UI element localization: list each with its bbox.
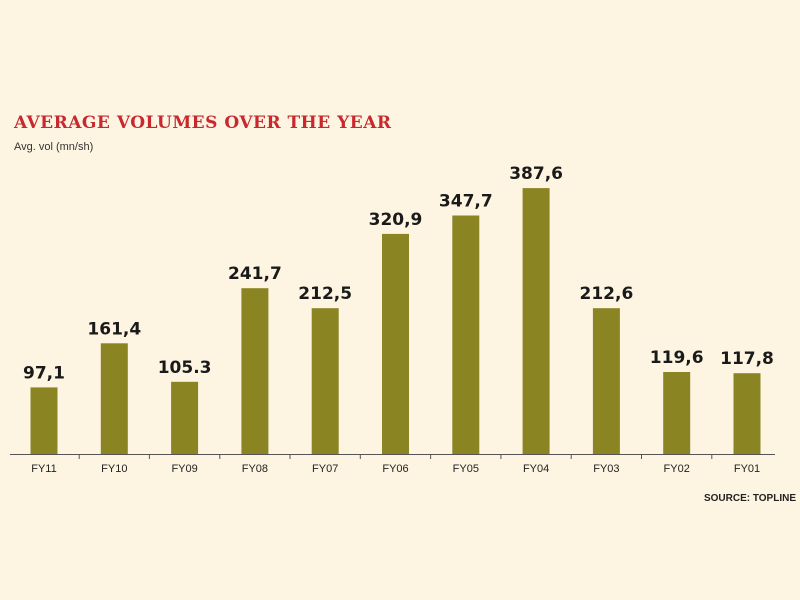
bar-fy11 bbox=[30, 387, 58, 454]
value-label-fy01: 117,8 bbox=[720, 349, 774, 369]
value-label-fy05: 347,7 bbox=[439, 192, 493, 212]
chart-title: AVERAGE VOLUMES OVER THE YEAR bbox=[14, 113, 392, 133]
x-tick-label-fy11: FY11 bbox=[31, 463, 56, 475]
x-tick-label-fy10: FY10 bbox=[101, 463, 127, 475]
x-tick-label-fy08: FY08 bbox=[242, 463, 268, 475]
value-label-fy02: 119,6 bbox=[650, 348, 704, 368]
x-tick-label-fy04: FY04 bbox=[523, 463, 549, 475]
chart-subtitle: Avg. vol (mn/sh) bbox=[14, 141, 94, 153]
x-tick-label-fy06: FY06 bbox=[382, 463, 408, 475]
x-tick-label-fy02: FY02 bbox=[664, 463, 690, 475]
bar-fy09 bbox=[171, 381, 199, 454]
value-label-fy06: 320,9 bbox=[369, 210, 423, 230]
bar-fy03 bbox=[592, 308, 620, 454]
x-tick-label-fy05: FY05 bbox=[453, 463, 479, 475]
value-label-fy10: 161,4 bbox=[87, 319, 141, 339]
value-label-fy03: 212,6 bbox=[580, 284, 634, 304]
value-label-fy11: 97,1 bbox=[23, 363, 65, 383]
bar-fy02 bbox=[663, 372, 691, 454]
bar-fy06 bbox=[382, 233, 409, 454]
x-tick-label-fy07: FY07 bbox=[312, 463, 338, 475]
x-tick-label-fy09: FY09 bbox=[171, 463, 197, 475]
bar-fy10 bbox=[100, 343, 128, 454]
value-label-fy04: 387,6 bbox=[509, 164, 563, 184]
bar-fy08 bbox=[241, 288, 269, 454]
bar-fy07 bbox=[311, 308, 339, 454]
value-label-fy07: 212,5 bbox=[298, 284, 352, 304]
bar-fy04 bbox=[522, 188, 550, 454]
x-tick-label-fy03: FY03 bbox=[593, 463, 619, 475]
bar-fy01 bbox=[733, 373, 761, 454]
chart-source: SOURCE: TOPLINE bbox=[703, 493, 796, 504]
value-label-fy08: 241,7 bbox=[228, 264, 282, 284]
x-tick-label-fy01: FY01 bbox=[734, 463, 760, 475]
value-label-fy09: 105.3 bbox=[158, 358, 212, 378]
bar-fy05 bbox=[452, 215, 480, 454]
